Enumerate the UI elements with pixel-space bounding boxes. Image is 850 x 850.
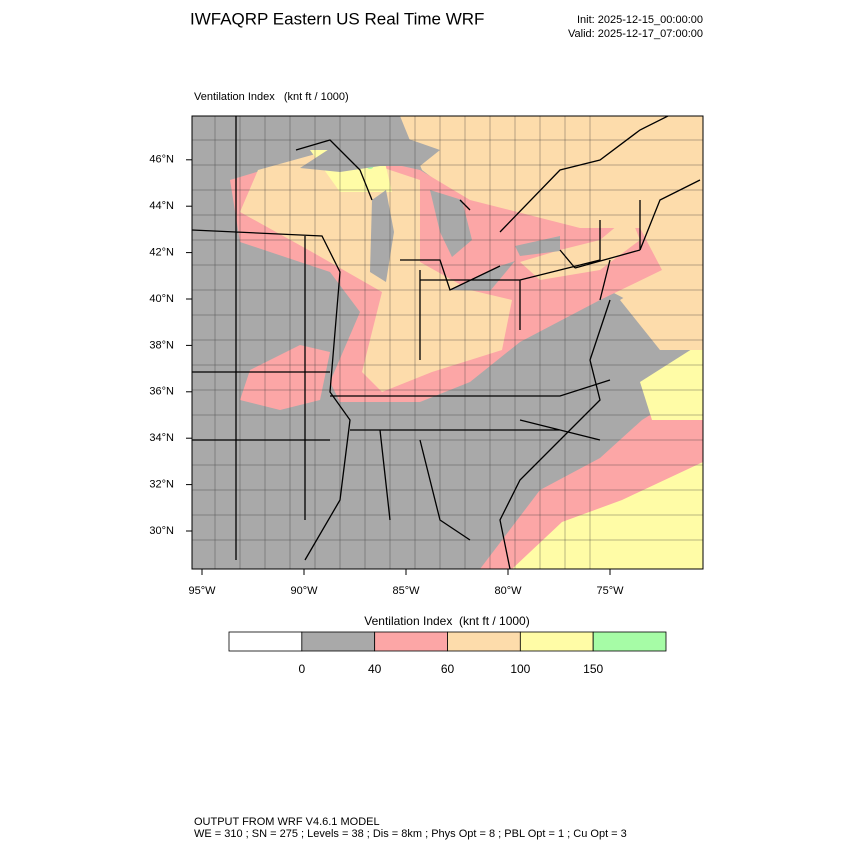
colorbar-box <box>228 631 303 652</box>
grid-pattern <box>192 116 703 569</box>
colorbar-title: Ventilation Index (knt ft / 1000) <box>364 614 529 628</box>
lake-michigan <box>370 190 394 282</box>
lon-label: 75°W <box>596 585 624 597</box>
lon-labels: 95°W 90°W 85°W 80°W 75°W <box>188 569 624 597</box>
colorbar-label: 60 <box>441 662 455 676</box>
init-time: Init: 2025-12-15_00:00:00 <box>577 14 703 26</box>
map-frame <box>191 115 704 570</box>
lake-huron <box>430 190 472 257</box>
lon-label: 90°W <box>290 585 318 597</box>
ny-region <box>520 215 640 280</box>
lat-label: 40°N <box>149 293 174 305</box>
footer-line: OUTPUT FROM WRF V4.6.1 MODEL <box>194 816 380 828</box>
lon-label: 80°W <box>494 585 522 597</box>
lat-label: 34°N <box>149 432 174 444</box>
lon-label: 85°W <box>392 585 420 597</box>
lon-label: 95°W <box>188 585 216 597</box>
colorbar-box <box>374 631 448 652</box>
colorbar-box <box>447 631 521 652</box>
lat-label: 46°N <box>149 154 174 166</box>
lat-label: 42°N <box>149 247 174 259</box>
lat-label: 44°N <box>149 200 174 212</box>
colorbar-box <box>592 631 667 652</box>
colorbar: 0 40 60 100 150 <box>228 631 667 676</box>
colorbar-box <box>301 631 376 652</box>
lake-superior <box>300 136 440 172</box>
map <box>191 115 704 570</box>
colorbar-label: 0 <box>298 662 305 676</box>
lake-ontario <box>515 236 560 256</box>
colorbar-box <box>519 631 594 652</box>
colorbar-label: 100 <box>510 662 530 676</box>
ocean-yellow <box>512 462 703 569</box>
lat-label: 32°N <box>149 479 174 491</box>
footer-line: WE = 310 ; SN = 275 ; Levels = 38 ; Dis … <box>194 828 627 840</box>
title: IWFAQRP Eastern US Real Time WRF <box>190 9 484 28</box>
valid-time: Valid: 2025-12-17_07:00:00 <box>568 28 703 40</box>
colorbar-label: 40 <box>368 662 382 676</box>
lat-label: 38°N <box>149 339 174 351</box>
ozark-pink <box>240 345 330 410</box>
lat-label: 36°N <box>149 386 174 398</box>
atlantic-peach <box>620 250 703 350</box>
lat-label: 30°N <box>149 525 174 537</box>
lat-labels: 30°N 32°N 34°N 36°N 38°N 40°N 42°N 44°N 46°N <box>149 154 192 537</box>
map-label: Ventilation Index (knt ft / 1000) <box>194 91 349 103</box>
colorbar-label: 150 <box>583 662 603 676</box>
lake-erie <box>450 261 515 291</box>
ocean-yellow-north <box>640 342 703 420</box>
state-borders <box>192 116 701 569</box>
